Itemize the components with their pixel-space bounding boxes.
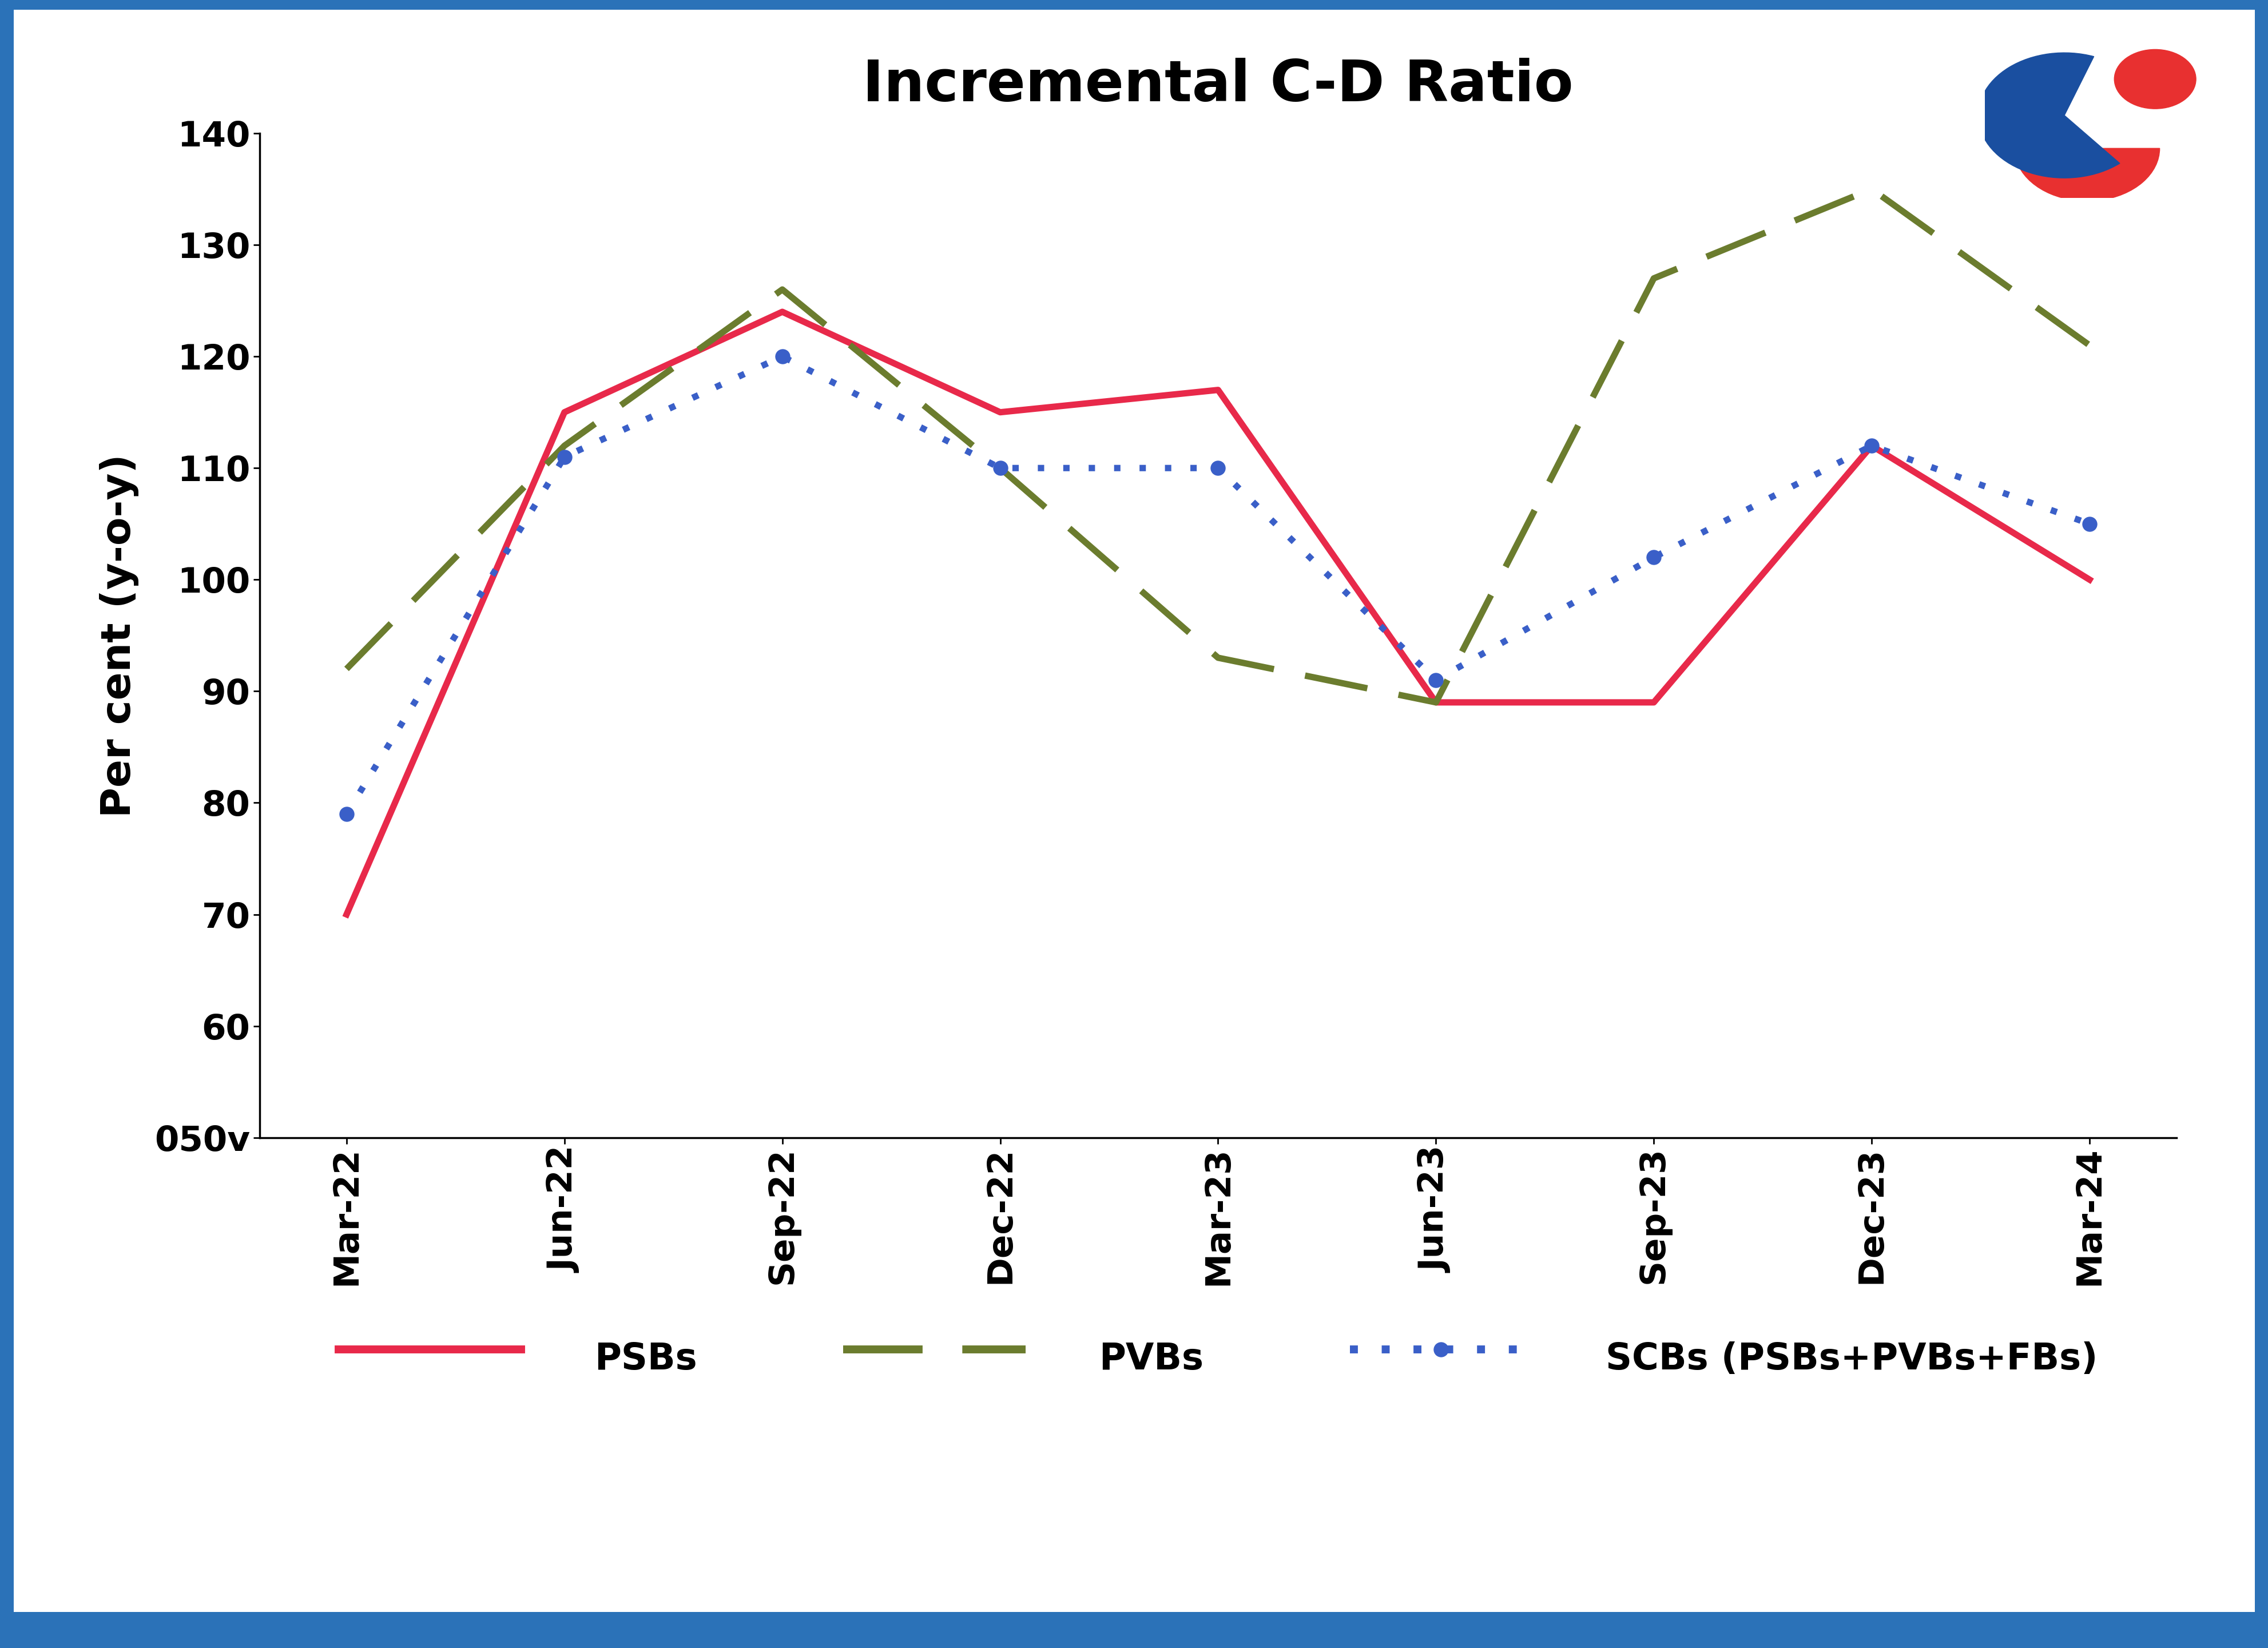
Wedge shape [1978,53,2118,178]
Circle shape [2114,49,2195,109]
Title: Incremental C-D Ratio: Incremental C-D Ratio [862,58,1574,114]
Y-axis label: Per cent (y-o-y): Per cent (y-o-y) [100,453,138,817]
Legend: PSBs, PVBs, SCBs (PSBs+PVBs+FBs): PSBs, PVBs, SCBs (PSBs+PVBs+FBs) [324,1315,2112,1401]
Wedge shape [2019,148,2159,201]
